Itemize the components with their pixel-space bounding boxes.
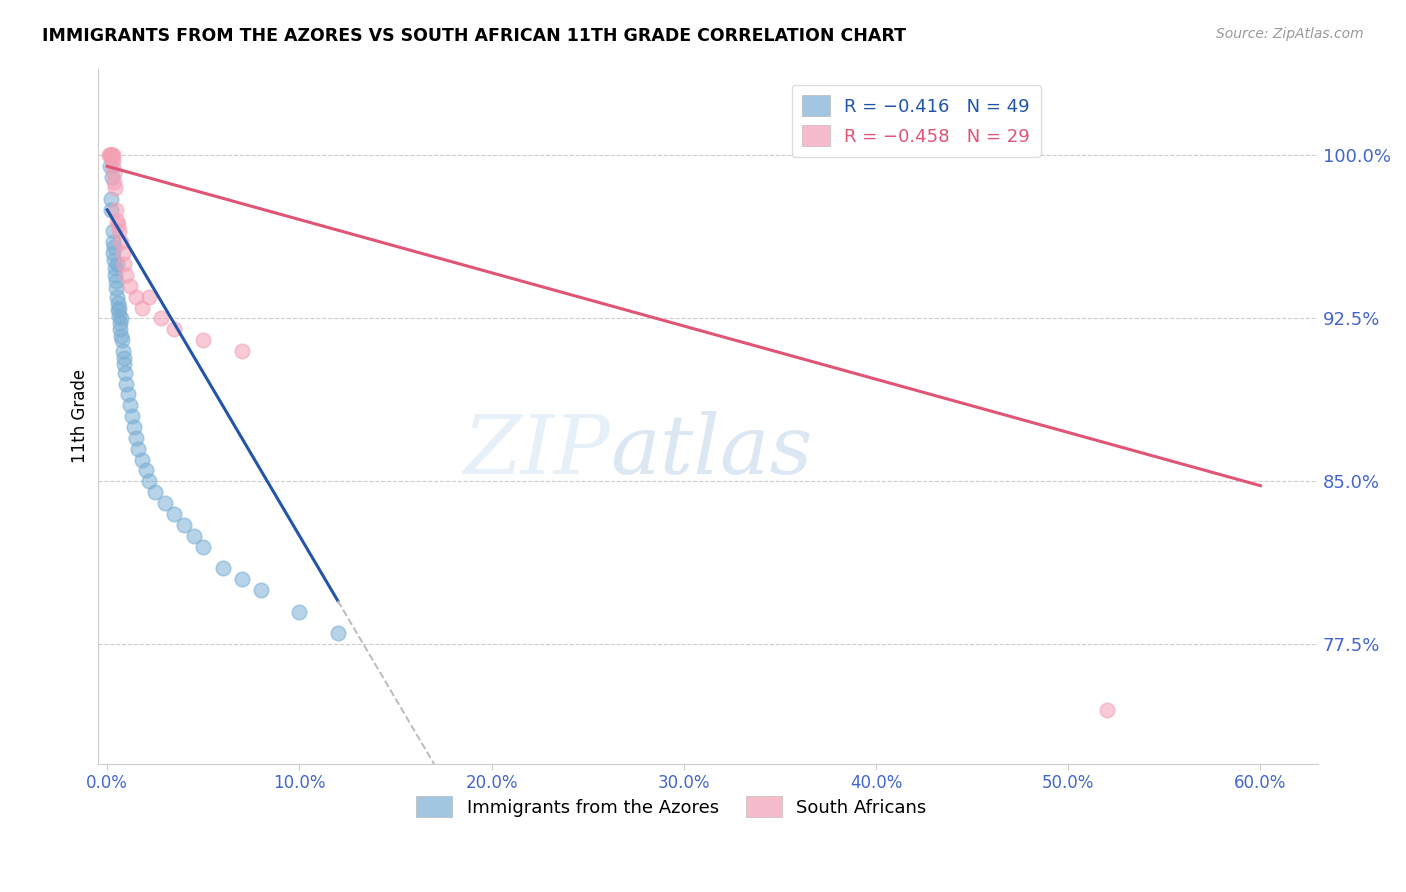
- Text: Source: ZipAtlas.com: Source: ZipAtlas.com: [1216, 27, 1364, 41]
- Point: [193, 333, 215, 347]
- Point: [250, 582, 273, 597]
- Point: [288, 605, 311, 619]
- Point: [127, 442, 149, 456]
- Point: [100, 148, 122, 162]
- Point: [98, 148, 121, 162]
- Point: [110, 311, 132, 326]
- Point: [131, 452, 153, 467]
- Point: [107, 218, 129, 232]
- Point: [107, 296, 129, 310]
- Point: [125, 431, 148, 445]
- Text: ZIP: ZIP: [464, 411, 610, 491]
- Point: [122, 420, 145, 434]
- Point: [114, 357, 136, 371]
- Point: [193, 540, 215, 554]
- Point: [125, 290, 148, 304]
- Point: [103, 159, 125, 173]
- Point: [111, 246, 134, 260]
- Point: [107, 310, 129, 324]
- Point: [101, 235, 124, 250]
- Point: [108, 301, 131, 315]
- Point: [103, 246, 125, 260]
- Point: [110, 235, 132, 250]
- Point: [121, 409, 143, 424]
- Point: [101, 148, 124, 162]
- Point: [107, 302, 129, 317]
- Point: [131, 301, 153, 315]
- Point: [100, 202, 122, 217]
- Point: [105, 290, 128, 304]
- Point: [101, 225, 124, 239]
- Point: [103, 166, 125, 180]
- Point: [231, 572, 253, 586]
- Point: [163, 322, 186, 336]
- Point: [104, 268, 127, 282]
- Legend: Immigrants from the Azores, South Africans: Immigrants from the Azores, South Africa…: [409, 789, 934, 824]
- Point: [231, 343, 253, 358]
- Point: [110, 322, 132, 336]
- Point: [1095, 702, 1118, 716]
- Point: [153, 496, 176, 510]
- Point: [120, 398, 142, 412]
- Point: [114, 366, 136, 380]
- Point: [120, 278, 142, 293]
- Point: [105, 213, 128, 227]
- Point: [108, 316, 131, 330]
- Point: [105, 257, 128, 271]
- Point: [211, 561, 233, 575]
- Point: [103, 252, 125, 267]
- Text: atlas: atlas: [610, 411, 813, 491]
- Point: [100, 148, 122, 162]
- Point: [150, 311, 173, 326]
- Point: [115, 268, 138, 282]
- Point: [98, 148, 121, 162]
- Point: [101, 170, 124, 185]
- Text: IMMIGRANTS FROM THE AZORES VS SOUTH AFRICAN 11TH GRADE CORRELATION CHART: IMMIGRANTS FROM THE AZORES VS SOUTH AFRI…: [42, 27, 907, 45]
- Point: [111, 343, 134, 358]
- Point: [135, 463, 157, 477]
- Point: [173, 517, 195, 532]
- Point: [101, 153, 124, 167]
- Point: [138, 290, 160, 304]
- Point: [110, 333, 132, 347]
- Point: [104, 275, 127, 289]
- Point: [100, 192, 122, 206]
- Point: [105, 281, 128, 295]
- Point: [101, 148, 124, 162]
- Point: [114, 257, 136, 271]
- Point: [183, 529, 205, 543]
- Point: [163, 507, 186, 521]
- Point: [104, 202, 127, 217]
- Point: [326, 626, 349, 640]
- Point: [112, 351, 135, 365]
- Point: [103, 240, 125, 254]
- Point: [103, 174, 125, 188]
- Point: [98, 159, 121, 173]
- Point: [110, 328, 132, 343]
- Point: [115, 376, 138, 391]
- Point: [104, 261, 127, 276]
- Point: [104, 181, 127, 195]
- Point: [143, 485, 166, 500]
- Point: [117, 387, 139, 401]
- Point: [100, 148, 122, 162]
- Point: [138, 475, 160, 489]
- Point: [107, 225, 129, 239]
- Y-axis label: 11th Grade: 11th Grade: [72, 369, 89, 463]
